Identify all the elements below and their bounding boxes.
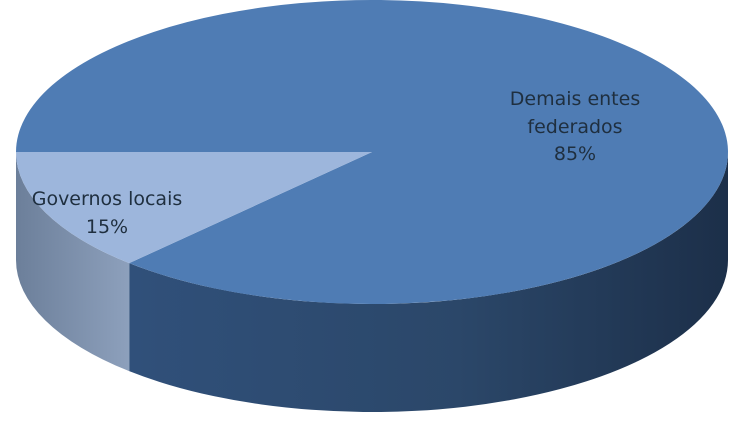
slice-value-label: 15% bbox=[85, 215, 129, 238]
pie-slice-side-demais-entes bbox=[129, 152, 728, 412]
slice-value-label: 85% bbox=[553, 143, 597, 166]
slice-label-governos-locais: Governos locais 15% bbox=[22, 186, 192, 241]
slice-label-demais-entes: Demais entes federados 85% bbox=[505, 86, 645, 169]
pie-slice-side-governos-locais bbox=[16, 152, 130, 372]
pie-slice-top-demais-entes bbox=[16, 0, 728, 304]
slice-label-line: Demais entes bbox=[509, 88, 641, 110]
slice-label-line: federados bbox=[527, 115, 623, 138]
slice-label-line: Governos locais bbox=[31, 188, 183, 210]
pie-slice-top-governos-locais bbox=[16, 152, 372, 264]
